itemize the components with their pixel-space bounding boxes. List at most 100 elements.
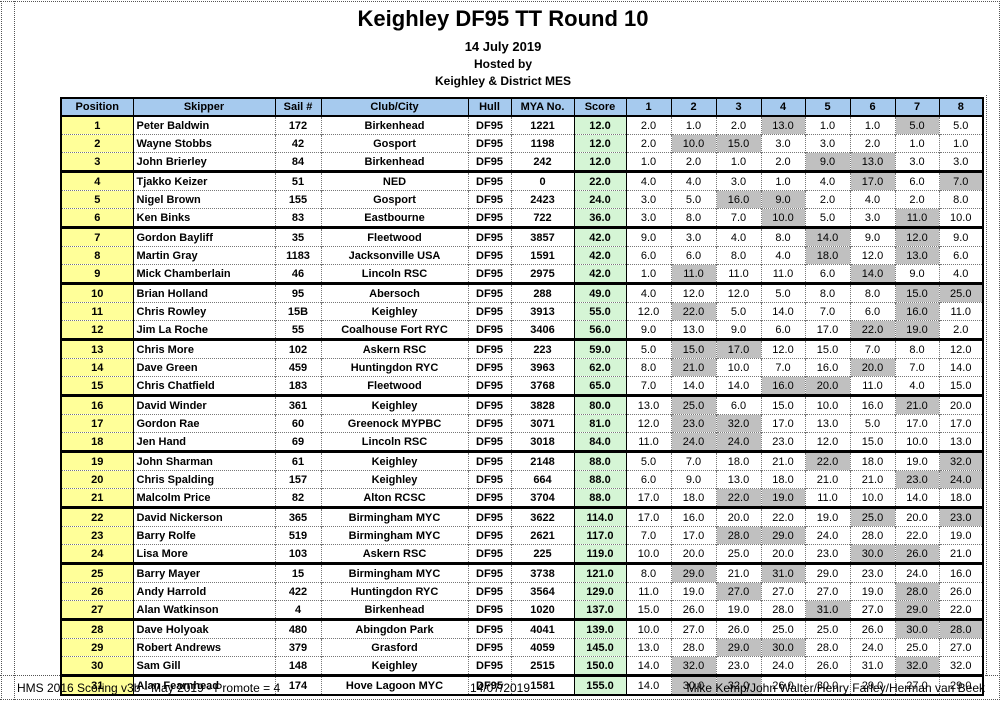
- race-score-cell: 25.0: [760, 618, 805, 639]
- skipper-cell: Chris Rowley: [132, 302, 275, 321]
- race-score-cell: 23.0: [760, 432, 805, 452]
- race-score-cell: 21.0: [849, 470, 895, 489]
- position-cell: 22: [60, 506, 134, 527]
- club-city-cell: Birmingham MYC: [320, 506, 468, 527]
- race-score-cell: 21.0: [760, 450, 805, 471]
- race-score-cell: 17.0: [670, 526, 716, 545]
- race-score-cell: 17.0: [760, 414, 805, 433]
- race-score-cell: 4.0: [938, 264, 983, 284]
- club-city-cell: Birmingham MYC: [320, 526, 468, 545]
- race-score-cell: 27.0: [849, 600, 895, 620]
- club-city-cell: Lincoln RSC: [320, 264, 468, 284]
- club-city-cell: Askern RSC: [320, 338, 468, 359]
- race-score-cell: 7.0: [804, 302, 850, 321]
- race-score-cell: 8.0: [849, 282, 895, 303]
- race-score-cell: 17.0: [938, 414, 983, 433]
- race-score-cell-discarded: 29.0: [760, 526, 805, 545]
- race-score-cell: 26.0: [715, 618, 761, 639]
- table-row: 3 John Brierley 84 Birkenhead DF95 242 12.0 1.0…: [60, 152, 983, 172]
- race-score-cell: 19.0: [894, 450, 939, 471]
- race-score-cell-discarded: 24.0: [938, 470, 983, 489]
- race-score-cell: 1.0: [849, 115, 895, 135]
- race-score-cell-discarded: 21.0: [894, 394, 939, 415]
- page-break-line-right: [999, 1, 1000, 700]
- hosted-by-label: Hosted by: [473, 57, 532, 71]
- race-score-cell: 7.0: [625, 376, 671, 396]
- club-city-cell: Keighley: [320, 450, 468, 471]
- hull-cell: DF95: [467, 282, 511, 303]
- club-city-cell: Keighley: [320, 656, 468, 676]
- hull-cell: DF95: [467, 338, 511, 359]
- race-score-cell: 4.0: [670, 170, 716, 191]
- race-score-cell: 2.0: [715, 115, 761, 135]
- sail-number-cell: 103: [274, 544, 321, 564]
- race-score-cell-discarded: 18.0: [804, 246, 850, 265]
- race-score-cell: 17.0: [894, 414, 939, 433]
- sail-number-cell: 15B: [274, 302, 321, 321]
- sail-number-cell: 459: [274, 358, 321, 377]
- mya-number-cell: 2423: [510, 190, 574, 209]
- table-row: 30 Sam Gill 148 Keighley DF95 2515 150.0 14.0 32…: [60, 656, 983, 676]
- mya-number-cell: 3071: [510, 414, 574, 433]
- score-cell: 88.0: [573, 450, 627, 471]
- race-score-cell: 2.0: [625, 115, 671, 135]
- position-cell: 12: [60, 320, 134, 340]
- score-cell: 155.0: [573, 674, 627, 695]
- club-city-cell: Askern RSC: [320, 544, 468, 564]
- club-city-cell: Abersoch: [320, 282, 468, 303]
- column-header-2: 2: [670, 97, 717, 117]
- table-row: 16 David Winder 361 Keighley DF95 3828 80.0 13.…: [60, 394, 983, 415]
- race-score-cell: 15.0: [760, 394, 805, 415]
- race-score-cell: 8.0: [715, 246, 761, 265]
- table-row: 25 Barry Mayer 15 Birmingham MYC DF95 3738 121…: [60, 562, 983, 583]
- sail-number-cell: 15: [274, 562, 321, 583]
- race-score-cell: 10.0: [849, 488, 895, 508]
- race-score-cell-discarded: 16.0: [715, 190, 761, 209]
- skipper-cell: Nigel Brown: [132, 190, 275, 209]
- race-score-cell: 10.0: [625, 618, 671, 639]
- race-score-cell: 22.0: [894, 526, 939, 545]
- race-score-cell: 6.0: [715, 394, 761, 415]
- mya-number-cell: 4059: [510, 638, 574, 657]
- hull-cell: DF95: [467, 358, 511, 377]
- column-header-5: 5: [804, 97, 851, 117]
- club-city-cell: Greenock MYPBC: [320, 414, 468, 433]
- score-cell: 129.0: [573, 582, 627, 601]
- race-score-cell: 19.0: [849, 582, 895, 601]
- race-score-cell-discarded: 28.0: [715, 526, 761, 545]
- skipper-cell: Jen Hand: [132, 432, 275, 452]
- race-score-cell: 2.0: [938, 320, 983, 340]
- race-score-cell: 15.0: [804, 338, 850, 359]
- table-row: 28 Dave Holyoak 480 Abingdon Park DF95 4041 13…: [60, 618, 983, 639]
- mya-number-cell: 664: [510, 470, 574, 489]
- race-score-cell: 29.0: [849, 674, 895, 695]
- sail-number-cell: 183: [274, 376, 321, 396]
- skipper-cell: Alan Watkinson: [132, 600, 275, 620]
- skipper-cell: Andy Harrold: [132, 582, 275, 601]
- skipper-cell: Alan Fearnhead: [132, 674, 275, 695]
- table-row: 10 Brian Holland 95 Abersoch DF95 288 49.0 4.0 1…: [60, 282, 983, 303]
- race-score-cell-discarded: 28.0: [894, 582, 939, 601]
- race-score-cell-discarded: 31.0: [760, 562, 805, 583]
- race-score-cell-discarded: 32.0: [715, 674, 761, 695]
- race-score-cell: 13.0: [625, 638, 671, 657]
- race-score-cell: 4.0: [804, 170, 850, 191]
- race-score-cell-discarded: 23.0: [894, 470, 939, 489]
- score-cell: 55.0: [573, 302, 627, 321]
- sail-number-cell: 83: [274, 208, 321, 228]
- race-score-cell: 11.0: [715, 264, 761, 284]
- race-score-cell-discarded: 9.0: [760, 190, 805, 209]
- page-break-line-bottom: [0, 699, 1000, 700]
- race-score-cell: 11.0: [849, 376, 895, 396]
- race-score-cell-discarded: 16.0: [894, 302, 939, 321]
- club-city-cell: Gosport: [320, 134, 468, 153]
- race-score-cell: 12.0: [625, 302, 671, 321]
- race-score-cell: 24.0: [894, 562, 939, 583]
- sail-number-cell: 61: [274, 450, 321, 471]
- table-row: 5 Nigel Brown 155 Gosport DF95 2423 24.0 3.0 5.0…: [60, 190, 983, 209]
- hull-cell: DF95: [467, 638, 511, 657]
- sail-number-cell: 46: [274, 264, 321, 284]
- column-header-club-city: Club/City: [320, 97, 469, 117]
- table-row: 15 Chris Chatfield 183 Fleetwood DF95 3768 65.…: [60, 376, 983, 396]
- hull-cell: DF95: [467, 320, 511, 340]
